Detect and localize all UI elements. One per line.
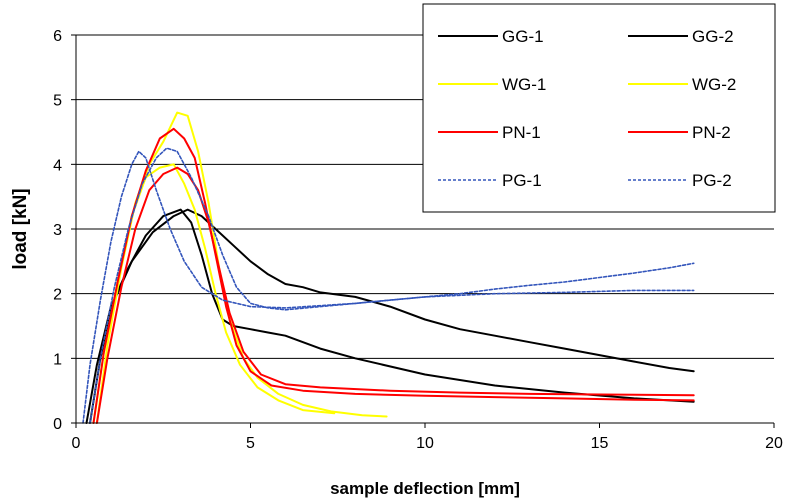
y-tick-label: 1 (53, 351, 62, 368)
y-tick-label: 3 (53, 222, 62, 239)
series-line-pg-1 (82, 150, 695, 424)
y-tick-label: 5 (53, 93, 62, 110)
x-tick-label: 15 (591, 435, 609, 452)
legend-label: GG-1 (502, 27, 544, 46)
x-tick-label: 20 (765, 435, 783, 452)
y-axis-title: load [kN] (10, 188, 31, 269)
legend-label: PG-1 (502, 171, 542, 190)
x-axis-title: sample deflection [mm] (330, 479, 520, 498)
series-line-gg-1 (85, 208, 695, 424)
series-line-wg-1 (95, 111, 388, 424)
y-tick-label: 6 (53, 28, 62, 45)
series-layer (82, 111, 695, 424)
legend-box (422, 3, 776, 213)
series-line-gg-2 (89, 208, 695, 424)
x-tick-label: 5 (246, 435, 255, 452)
series-line-pg-2 (89, 147, 695, 424)
legend-label: PN-2 (692, 123, 731, 142)
legend-label: GG-2 (692, 27, 734, 46)
y-tick-label: 2 (53, 287, 62, 304)
legend-label: WG-2 (692, 75, 736, 94)
y-tick-label: 0 (53, 416, 62, 433)
legend: GG-1 GG-2 WG-1 WG-2 PN-1 PN-2 PG-1 PG-2 (422, 3, 776, 213)
legend-label: PN-1 (502, 123, 541, 142)
series-line-pn-2 (95, 166, 695, 424)
y-tick-label: 4 (53, 157, 62, 174)
legend-label: PG-2 (692, 171, 732, 190)
x-tick-label: 10 (416, 435, 434, 452)
tick-labels: 0 1 2 3 4 5 6 0 5 10 15 20 (53, 28, 783, 452)
legend-label: WG-1 (502, 75, 546, 94)
x-tick-label: 0 (72, 435, 81, 452)
